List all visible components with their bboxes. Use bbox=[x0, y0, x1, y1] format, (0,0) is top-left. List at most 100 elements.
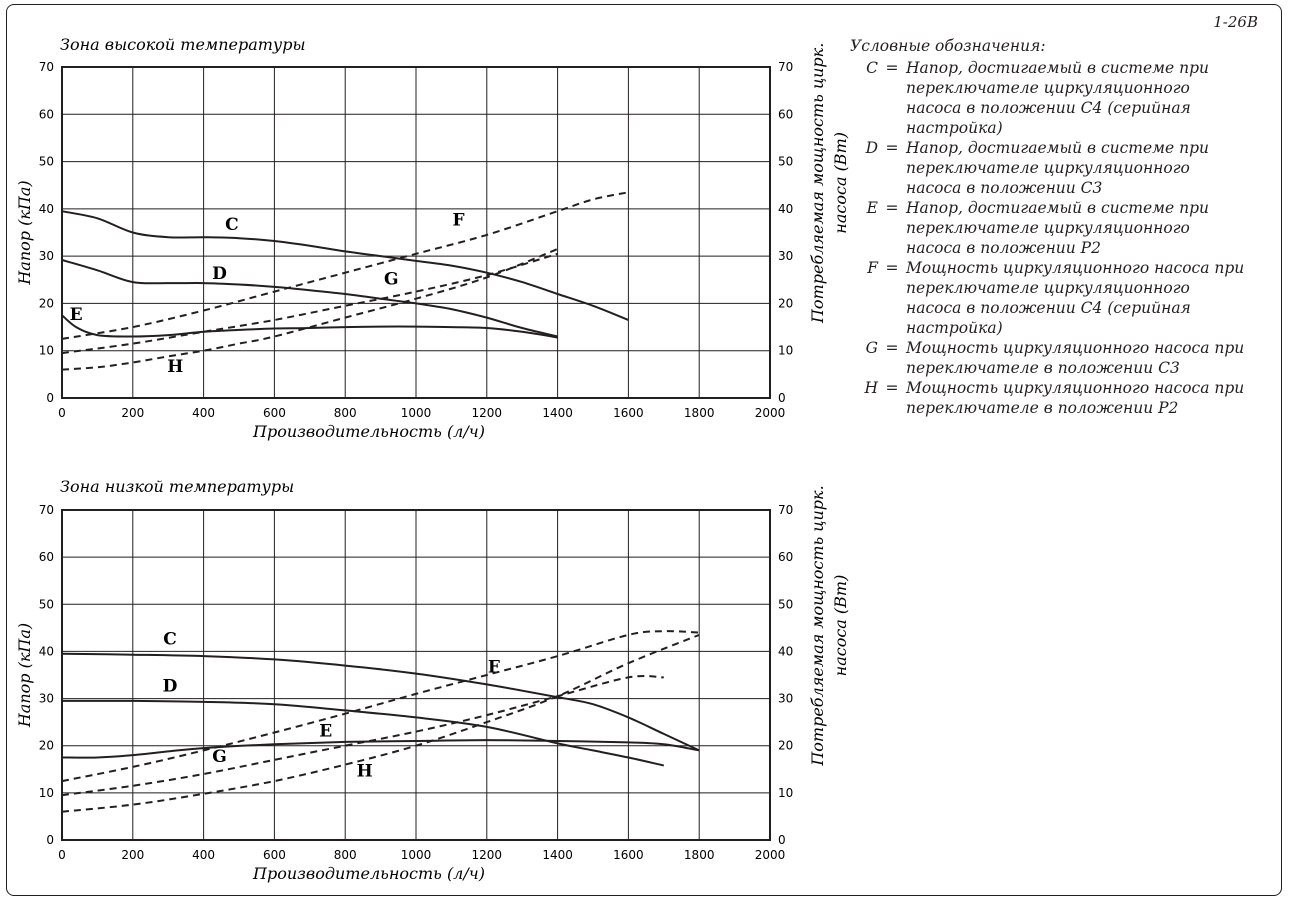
legend-description: Напор, достигаемый в системе при переклю… bbox=[906, 139, 1209, 197]
x-tick-label: 1800 bbox=[684, 406, 715, 420]
series-label-d: D bbox=[212, 264, 227, 284]
series-label-c: C bbox=[225, 215, 239, 235]
legend-description: Напор, достигаемый в системе при переклю… bbox=[906, 199, 1209, 257]
x-tick-label: 1200 bbox=[472, 848, 503, 862]
legend-key: C bbox=[866, 59, 878, 77]
series-label-g: G bbox=[212, 747, 227, 767]
x-tick-label: 1600 bbox=[613, 406, 644, 420]
series-line-h bbox=[61, 633, 700, 813]
series-label-h: H bbox=[357, 761, 373, 781]
series-label-f: F bbox=[452, 210, 464, 230]
series-line-c bbox=[61, 210, 629, 321]
series-label-e: E bbox=[319, 721, 332, 741]
y2-axis-label-line1: Потребляемая мощность цирк. bbox=[808, 485, 827, 766]
x-tick-label: 1000 bbox=[401, 848, 432, 862]
x-tick-label: 2000 bbox=[755, 406, 786, 420]
series-line-g bbox=[61, 252, 558, 355]
legend-equals: = bbox=[885, 139, 899, 157]
legend: Условные обозначения: C = Напор, достигаем… bbox=[850, 36, 1280, 418]
legend-item-g: G = Мощность циркуляционного насоса при пе… bbox=[850, 338, 1280, 378]
x-tick-label: 1400 bbox=[542, 848, 573, 862]
y-tick-label: 0 bbox=[46, 833, 54, 847]
x-tick-label: 0 bbox=[58, 406, 66, 420]
legend-key: G bbox=[865, 339, 878, 357]
y-tick-label: 40 bbox=[39, 202, 54, 216]
y-tick-label: 60 bbox=[39, 550, 54, 564]
x-tick-label: 1000 bbox=[401, 406, 432, 420]
series-line-c bbox=[61, 652, 700, 752]
series-line-f bbox=[61, 191, 629, 340]
x-tick-label: 0 bbox=[58, 848, 66, 862]
legend-key: E bbox=[866, 199, 878, 217]
y2-tick-label: 40 bbox=[778, 644, 793, 658]
x-tick-label: 800 bbox=[334, 848, 357, 862]
y2-tick-label: 10 bbox=[778, 344, 793, 358]
plot-frame bbox=[61, 509, 771, 841]
series-line-d bbox=[61, 258, 558, 338]
legend-item-h: H = Мощность циркуляционного насоса при пе… bbox=[850, 378, 1280, 418]
x-tick-label: 1400 bbox=[542, 406, 573, 420]
y-tick-label: 50 bbox=[39, 155, 54, 169]
x-tick-label: 600 bbox=[263, 848, 286, 862]
page-frame bbox=[6, 4, 1282, 896]
x-tick-label: 1200 bbox=[472, 406, 503, 420]
legend-description: Мощность циркуляционного насоса при пере… bbox=[906, 379, 1245, 417]
y2-tick-label: 0 bbox=[778, 391, 786, 405]
legend-key: H bbox=[864, 379, 878, 397]
series-label-f: F bbox=[488, 658, 500, 678]
series-label-d: D bbox=[163, 677, 178, 697]
y2-axis-label-line1: Потребляемая мощность цирк. bbox=[808, 43, 827, 324]
series-line-e bbox=[61, 314, 558, 339]
y-tick-label: 60 bbox=[39, 107, 54, 121]
y2-tick-label: 20 bbox=[778, 296, 793, 310]
series-line-f bbox=[61, 630, 700, 783]
series-line-d bbox=[61, 699, 665, 767]
document-code: 1-26B bbox=[1213, 13, 1258, 31]
y-tick-label: 30 bbox=[39, 249, 54, 263]
chart-title: Зона высокой температуры bbox=[60, 35, 305, 54]
y2-tick-label: 30 bbox=[778, 249, 793, 263]
y-tick-label: 20 bbox=[39, 296, 54, 310]
x-tick-label: 1800 bbox=[684, 848, 715, 862]
legend-item-e: E = Напор, достигаемый в системе при перек… bbox=[850, 198, 1280, 258]
legend-equals: = bbox=[885, 259, 899, 277]
y-tick-label: 40 bbox=[39, 644, 54, 658]
y-tick-label: 30 bbox=[39, 692, 54, 706]
legend-equals: = bbox=[885, 59, 899, 77]
legend-description: Напор, достигаемый в системе при переклю… bbox=[906, 59, 1209, 137]
x-tick-label: 1600 bbox=[613, 848, 644, 862]
legend-key: F bbox=[867, 259, 878, 277]
plot-frame bbox=[61, 66, 771, 399]
y2-tick-label: 20 bbox=[778, 739, 793, 753]
y-axis-label: Напор (кПа) bbox=[15, 180, 34, 285]
x-axis-label: Производительность (л/ч) bbox=[252, 864, 485, 883]
chart-title: Зона низкой температуры bbox=[60, 477, 294, 496]
x-axis-label: Производительность (л/ч) bbox=[252, 422, 485, 441]
x-tick-label: 400 bbox=[192, 848, 215, 862]
series-line-h bbox=[61, 248, 558, 371]
y2-tick-label: 50 bbox=[778, 155, 793, 169]
y2-tick-label: 70 bbox=[778, 503, 793, 517]
series-label-g: G bbox=[384, 270, 399, 290]
y-axis-label: Напор (кПа) bbox=[15, 623, 34, 728]
legend-description: Мощность циркуляционного насоса при пере… bbox=[906, 339, 1245, 377]
legend-equals: = bbox=[885, 379, 899, 397]
y-tick-label: 10 bbox=[39, 344, 54, 358]
x-tick-label: 400 bbox=[192, 406, 215, 420]
y2-tick-label: 70 bbox=[778, 60, 793, 74]
x-tick-label: 2000 bbox=[755, 848, 786, 862]
y2-tick-label: 30 bbox=[778, 692, 793, 706]
y2-tick-label: 60 bbox=[778, 107, 793, 121]
series-label-e: E bbox=[70, 305, 83, 325]
y2-axis-label-line2: насоса (Вт) bbox=[831, 575, 850, 677]
legend-item-d: D = Напор, достигаемый в системе при перек… bbox=[850, 138, 1280, 198]
legend-equals: = bbox=[885, 339, 899, 357]
x-tick-label: 800 bbox=[334, 406, 357, 420]
series-line-e bbox=[61, 739, 700, 759]
legend-item-c: C = Напор, достигаемый в системе при перек… bbox=[850, 58, 1280, 138]
y-tick-label: 70 bbox=[39, 503, 54, 517]
y-tick-label: 50 bbox=[39, 597, 54, 611]
legend-key: D bbox=[865, 139, 878, 157]
y-tick-label: 70 bbox=[39, 60, 54, 74]
legend-item-f: F = Мощность циркуляционного насоса при пе… bbox=[850, 258, 1280, 338]
